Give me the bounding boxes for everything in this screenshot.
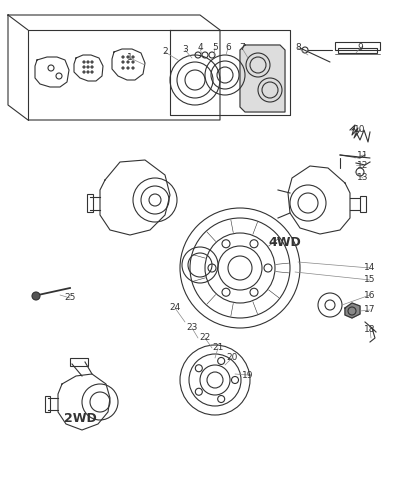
Bar xyxy=(335,42,380,50)
Circle shape xyxy=(83,66,85,68)
Text: 19: 19 xyxy=(242,371,254,380)
Text: 20: 20 xyxy=(226,353,238,362)
Text: 13: 13 xyxy=(357,173,369,182)
Polygon shape xyxy=(240,45,285,112)
Circle shape xyxy=(83,71,85,73)
Text: 10: 10 xyxy=(354,125,366,134)
Circle shape xyxy=(87,71,89,73)
Circle shape xyxy=(87,66,89,68)
Circle shape xyxy=(32,292,40,300)
Circle shape xyxy=(132,67,134,69)
Text: 1: 1 xyxy=(127,53,133,62)
Circle shape xyxy=(122,61,124,63)
Bar xyxy=(45,396,50,412)
Text: 8: 8 xyxy=(295,44,301,52)
Bar xyxy=(360,196,366,212)
Text: 4: 4 xyxy=(197,44,203,52)
Text: 23: 23 xyxy=(186,324,198,333)
Circle shape xyxy=(127,56,129,58)
Text: 16: 16 xyxy=(364,290,376,300)
Text: 7: 7 xyxy=(239,44,245,52)
Text: 3: 3 xyxy=(182,46,188,55)
Circle shape xyxy=(91,61,93,63)
Circle shape xyxy=(83,61,85,63)
Bar xyxy=(87,194,93,212)
Text: 9: 9 xyxy=(357,44,363,52)
Circle shape xyxy=(132,56,134,58)
Circle shape xyxy=(87,61,89,63)
Polygon shape xyxy=(345,303,360,318)
Text: 18: 18 xyxy=(364,325,376,335)
Text: 25: 25 xyxy=(64,293,76,302)
Circle shape xyxy=(122,67,124,69)
Circle shape xyxy=(127,67,129,69)
Circle shape xyxy=(91,66,93,68)
Circle shape xyxy=(91,71,93,73)
Text: 4WD: 4WD xyxy=(269,236,301,249)
Bar xyxy=(70,358,88,366)
Text: 21: 21 xyxy=(213,344,224,352)
Text: 17: 17 xyxy=(364,305,376,314)
Text: 14: 14 xyxy=(364,264,376,273)
Text: 24: 24 xyxy=(169,303,181,312)
Text: 15: 15 xyxy=(364,276,376,285)
Circle shape xyxy=(127,61,129,63)
Text: 11: 11 xyxy=(357,151,369,159)
Text: 5: 5 xyxy=(212,44,218,52)
Text: 6: 6 xyxy=(225,44,231,52)
Text: 2: 2 xyxy=(162,48,168,57)
Text: 22: 22 xyxy=(199,334,211,343)
Circle shape xyxy=(122,56,124,58)
Text: 2WD: 2WD xyxy=(64,411,96,424)
Text: 12: 12 xyxy=(357,160,369,169)
Bar xyxy=(338,48,377,53)
Circle shape xyxy=(132,61,134,63)
